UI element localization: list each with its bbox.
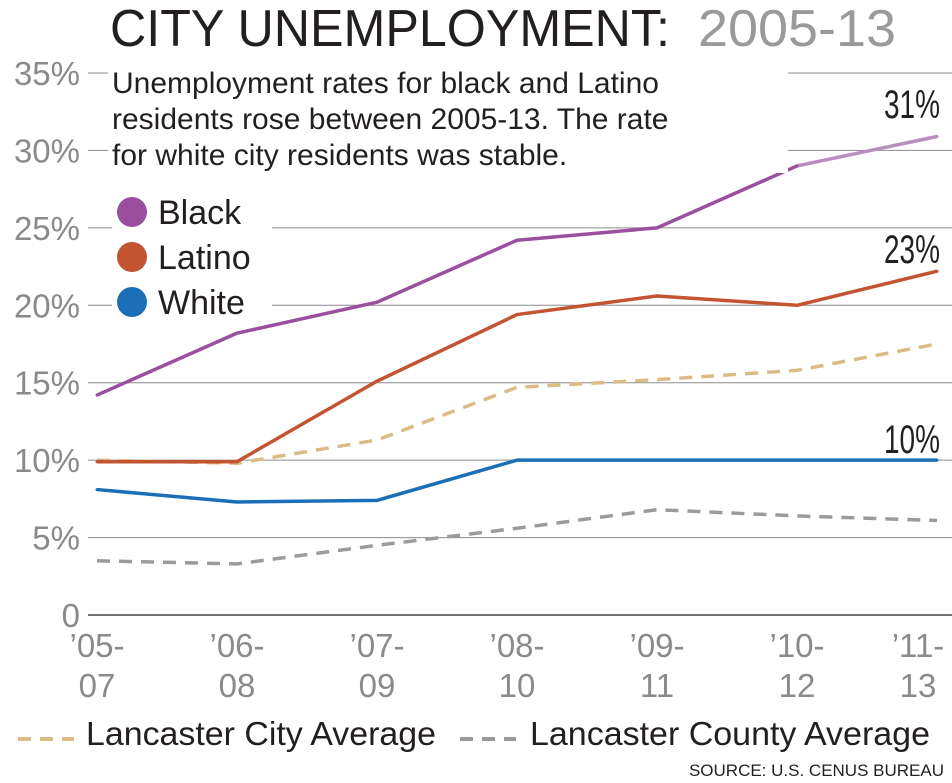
data-point-latino — [235, 460, 239, 464]
data-point-black — [655, 226, 659, 230]
data-point-latino — [795, 303, 799, 307]
subtitle-line: for white city residents was stable. — [112, 139, 567, 172]
y-axis: 0 5% 10% 15% 20% 25% 30% 35% — [14, 55, 80, 634]
chart-title: CITY UNEMPLOYMENT: — [110, 0, 670, 58]
subtitle-line: Unemployment rates for black and Latino — [112, 67, 659, 100]
data-point-white — [235, 500, 239, 504]
data-point-white — [515, 458, 519, 462]
data-point-white — [375, 498, 379, 502]
data-point-latino — [935, 269, 939, 273]
x-tick-label: 09 — [359, 667, 396, 704]
x-tick-label: 08 — [219, 667, 256, 704]
y-tick-label: 10% — [14, 442, 80, 479]
x-tick-label: 07 — [79, 667, 116, 704]
legend-label-black: Black — [158, 194, 242, 232]
x-tick-label: ’10- — [769, 627, 824, 664]
data-point-latino — [375, 379, 379, 383]
data-point-latino — [95, 460, 99, 464]
data-point-black — [935, 134, 939, 138]
end-label-black: 31% — [884, 83, 940, 127]
source-note: SOURCE: U.S. CENUS BUREAU — [689, 761, 944, 780]
chart-title-years: 2005-13 — [698, 0, 896, 58]
legend-label-lancaster-county-average: Lancaster County Average — [530, 715, 930, 752]
legend-swatch-latino — [117, 242, 147, 272]
data-point-lancaster-city-average — [936, 343, 939, 346]
data-point-white — [655, 458, 659, 462]
data-point-lancaster-county-average — [376, 544, 379, 547]
series-line-black — [96, 164, 798, 397]
y-tick-label: 0 — [62, 597, 80, 634]
x-tick-label: 13 — [900, 667, 937, 704]
data-point-white — [935, 458, 939, 462]
x-tick-label: ’11- — [892, 627, 945, 664]
series-line-lancaster-city-average — [96, 342, 938, 465]
data-point-white — [95, 488, 99, 492]
data-point-black — [795, 164, 799, 168]
legend-label-white: White — [158, 284, 245, 322]
data-point-black — [235, 331, 239, 335]
x-axis: ’05-07 ’06-08 ’07-09 ’08-10 ’09-11 ’10-12 ’11-… — [69, 627, 944, 704]
data-point-black — [375, 300, 379, 304]
subtitle-backing — [108, 139, 788, 173]
x-tick-label: 12 — [779, 667, 816, 704]
x-tick-label: ’09- — [629, 627, 684, 664]
x-tick-label: ’05- — [69, 627, 124, 664]
data-point-lancaster-city-average — [376, 439, 379, 442]
x-tick-label: 10 — [499, 667, 536, 704]
x-tick-label: ’07- — [349, 627, 404, 664]
series-line-lancaster-county-average — [96, 507, 938, 566]
series-segment-black-last — [796, 134, 938, 168]
y-tick-label: 15% — [14, 365, 80, 402]
end-labels: 31% 23% 10% — [884, 83, 940, 462]
y-tick-label: 25% — [14, 210, 80, 247]
x-tick-label: ’08- — [489, 627, 544, 664]
data-point-black — [95, 393, 99, 397]
data-point-black — [515, 238, 519, 242]
data-point-latino — [655, 294, 659, 298]
end-label-latino: 23% — [884, 228, 940, 272]
y-tick-label: 35% — [14, 55, 80, 92]
end-label-white: 10% — [884, 418, 940, 462]
y-tick-label: 5% — [32, 520, 80, 557]
x-tick-label: ’06- — [209, 627, 264, 664]
data-point-white — [795, 458, 799, 462]
legend-label-latino: Latino — [158, 239, 251, 277]
y-tick-label: 20% — [14, 287, 80, 324]
subtitle-line: residents rose between 2005-13. The rate — [112, 103, 668, 136]
legend-swatch-black — [117, 197, 147, 227]
legend-swatch-white — [117, 287, 147, 317]
y-tick-label: 30% — [14, 132, 80, 169]
legend-group-rates: Black Latino White — [112, 188, 272, 322]
subtitle-backing — [108, 103, 788, 137]
legend-label-lancaster-city-average: Lancaster City Average — [86, 715, 436, 752]
chart-subtitle: Unemployment rates for black and Latinor… — [108, 67, 788, 173]
x-tick-label: 11 — [640, 667, 674, 704]
series-line-white — [96, 458, 937, 504]
series-lines — [95, 134, 939, 566]
legend-group-averages: Lancaster City Average Lancaster County A… — [18, 715, 930, 752]
data-point-latino — [515, 313, 519, 317]
subtitle-backing — [108, 67, 788, 101]
